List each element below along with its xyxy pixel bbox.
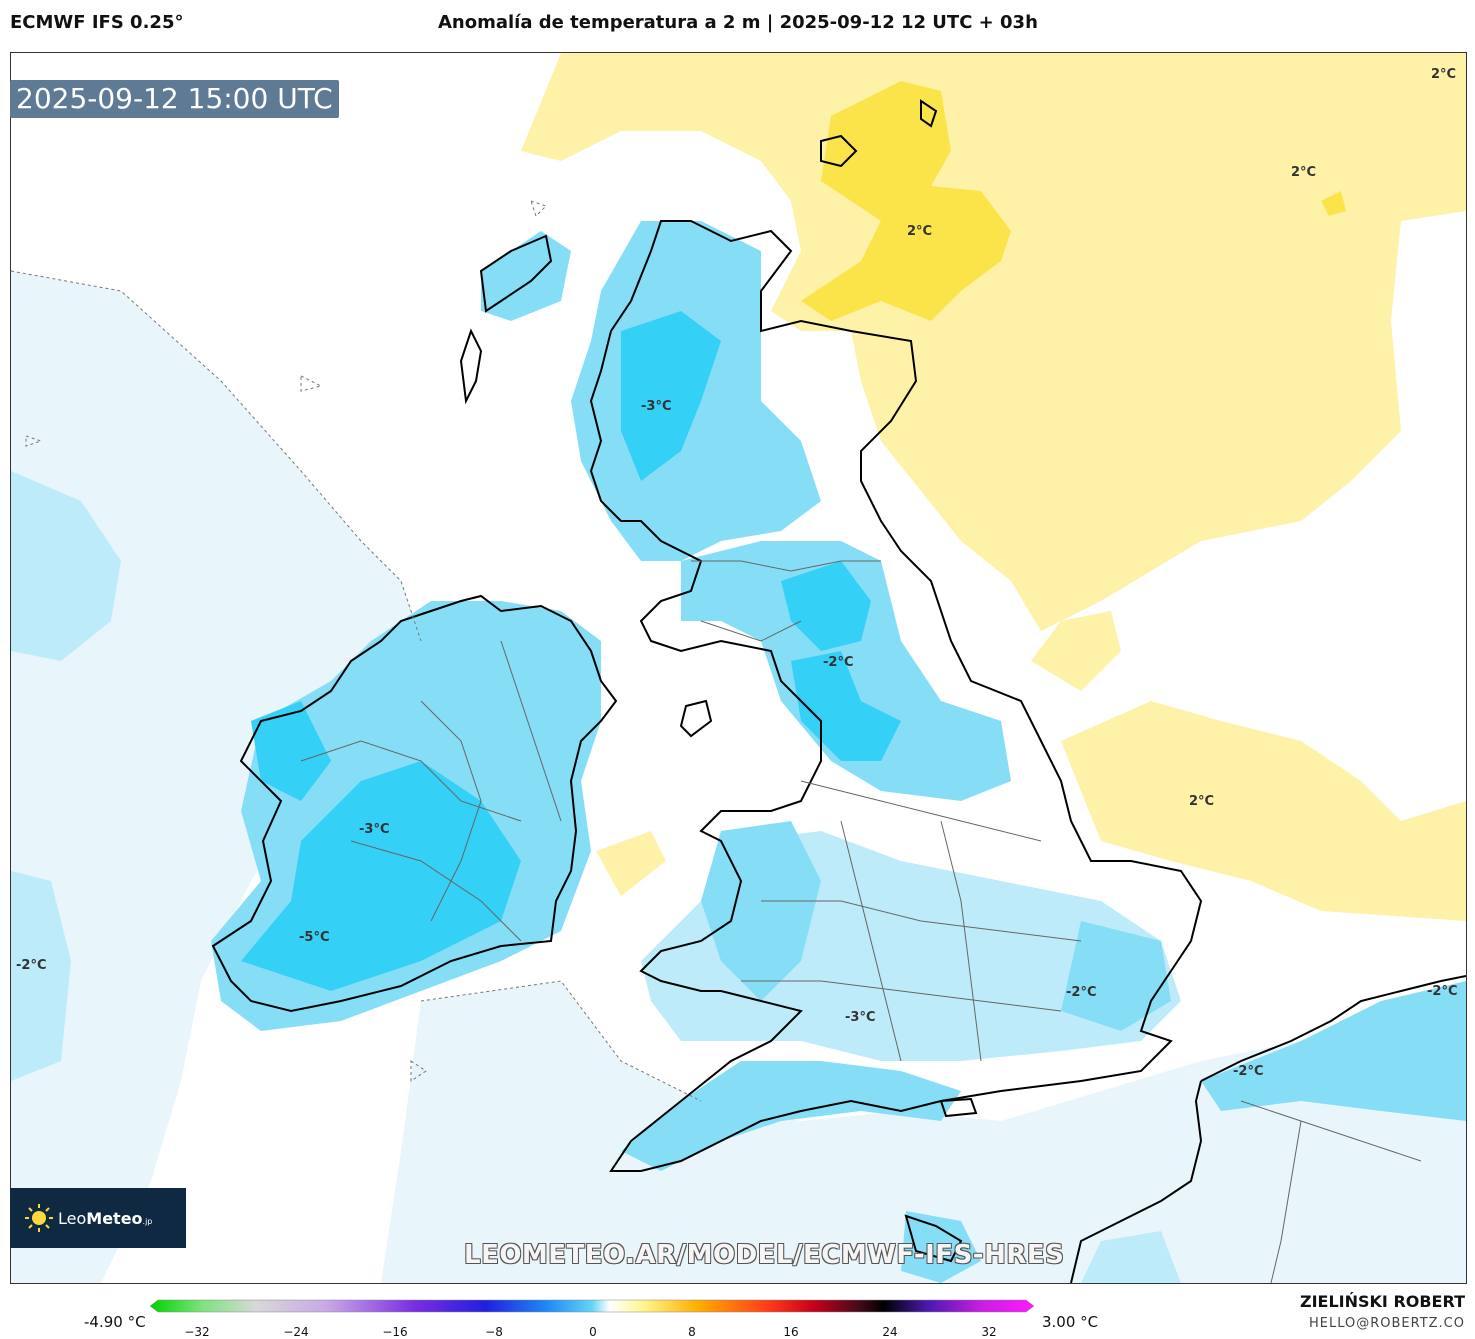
cold-area-atlantic-west: [11, 271, 421, 1283]
coast-france: [1070, 1080, 1203, 1283]
colorbar-tick: −32: [184, 1325, 210, 1339]
cold-area-france-north: [1081, 1231, 1181, 1283]
contour-label: -2°C: [1066, 985, 1096, 1000]
warm-area-strong-shetland: [801, 81, 1011, 321]
contour-label: -2°C: [1427, 984, 1457, 999]
cold-area-ireland-core: [241, 761, 521, 991]
colorbar-tick: 16: [783, 1325, 799, 1339]
colorbar-tick: −8: [485, 1325, 503, 1339]
colorbar-tick: 8: [688, 1325, 696, 1339]
warm-patch-3: [596, 831, 666, 896]
valid-time-badge: 2025-09-12 15:00 UTC: [10, 80, 339, 118]
cold-area-southwest: [621, 1061, 961, 1171]
contour-label: -2°C: [16, 958, 46, 973]
colorbar-tick: 0: [589, 1325, 597, 1339]
map-panel[interactable]: 2°C 2°C 2°C 2°C -3°C -2°C -3°C -5°C -2°C…: [10, 52, 1467, 1284]
map-title: Anomalía de temperatura a 2 m | 2025-09-…: [438, 12, 1038, 33]
coast-hebrides-lewis: [479, 234, 553, 313]
contour-label: -2°C: [823, 655, 853, 670]
coast-shetland: [920, 99, 938, 128]
contour-lines: [11, 200, 702, 1102]
warm-patch-2: [1321, 191, 1346, 216]
contour-label: -3°C: [359, 822, 389, 837]
author-email[interactable]: HELLO@ROBERTZ.CO: [1308, 1316, 1465, 1331]
warm-area-north-sea: [521, 53, 1466, 631]
cold-area-north-england-core: [781, 561, 871, 651]
cold-area-south-sea: [381, 981, 1466, 1283]
author-name: ZIELIŃSKI ROBERT: [1299, 1292, 1465, 1311]
contour-label: 2°C: [1291, 165, 1316, 180]
cold-area-atlantic-inner: [11, 471, 121, 661]
cold-area-pennines: [791, 651, 901, 761]
colorbar-max-label: 3.00 °C: [1042, 1313, 1099, 1331]
cold-area-benelux: [1201, 981, 1466, 1121]
sun-icon: [25, 1204, 53, 1232]
coast-ireland: [211, 594, 618, 1013]
cold-area-ireland-west: [251, 701, 331, 801]
cold-area-channel-isles: [901, 1211, 981, 1283]
coast-orkney: [820, 134, 858, 168]
colorbar-tick: 32: [981, 1325, 997, 1339]
contour-label: 2°C: [1189, 794, 1214, 809]
contour-label: -2°C: [1233, 1064, 1263, 1079]
contour-label: 2°C: [1431, 67, 1456, 82]
contour-label: -3°C: [641, 399, 671, 414]
cold-area-scotland-core: [621, 311, 721, 481]
colorbar-tick: −24: [283, 1325, 309, 1339]
warm-area-east: [1061, 701, 1466, 921]
coast-channel-isles: [904, 1214, 963, 1263]
cold-area-wales: [701, 821, 821, 1001]
contour-label: -3°C: [845, 1010, 875, 1025]
colorbar-min-label: -4.90 °C: [84, 1313, 146, 1331]
colorbar: [150, 1299, 1035, 1313]
coast-great-britain: [589, 220, 1203, 1172]
source-watermark: LEOMETEO.AR/MODEL/ECMWF-IFS-HRES: [464, 1240, 1065, 1270]
logo-text: LeoMeteo.jp: [58, 1208, 153, 1228]
coast-isle-of-man: [679, 699, 713, 738]
coastlines: [211, 99, 1466, 1283]
leometeo-logo[interactable]: LeoMeteo.jp: [10, 1188, 186, 1248]
contour-label: -5°C: [299, 930, 329, 945]
colorbar-tick: −16: [382, 1325, 408, 1339]
cold-area-atlantic-sw: [11, 871, 71, 1081]
contour-label: 2°C: [907, 224, 932, 239]
anomaly-map: 2°C 2°C 2°C 2°C -3°C -2°C -3°C -5°C -2°C…: [11, 53, 1466, 1283]
admin-borders: [300, 560, 1422, 1283]
coast-hebrides-south: [459, 328, 483, 405]
warm-patch-1: [1031, 611, 1121, 691]
model-name: ECMWF IFS 0.25°: [10, 12, 184, 33]
coast-continent: [1200, 975, 1466, 1082]
colorbar-tick: 24: [882, 1325, 898, 1339]
coast-isle-of-wight: [939, 1097, 978, 1118]
cold-area-east: [1061, 921, 1171, 1031]
